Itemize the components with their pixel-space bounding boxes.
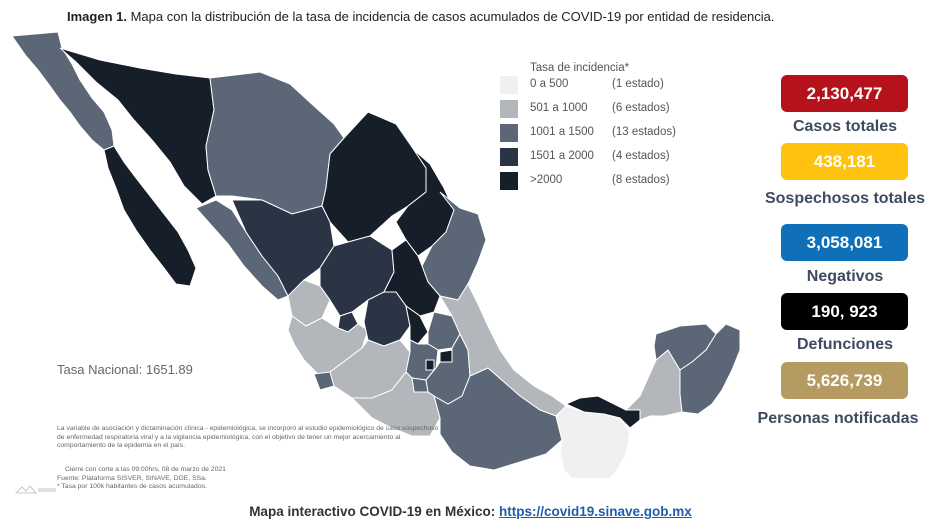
caption-prefix: Imagen 1.: [67, 9, 127, 24]
legend-item: >2000 (8 estados): [500, 172, 700, 190]
ssa-logo-icon: [14, 485, 56, 494]
state-guanajuato[interactable]: [363, 291, 411, 347]
state-quintana-roo[interactable]: [679, 323, 741, 415]
stat-personas-value: 5,626,739: [781, 362, 908, 399]
mexico-incidence-map: [11, 31, 741, 478]
state-coahuila[interactable]: [321, 111, 427, 243]
legend-swatch: [500, 124, 518, 142]
legend-item: 0 a 500 (1 estado): [500, 76, 700, 94]
legend-count: (6 estados): [612, 102, 670, 114]
legend-item: 501 a 1000 (6 estados): [500, 100, 700, 118]
legend-range: >2000: [530, 174, 563, 186]
legend-swatch: [500, 76, 518, 94]
source-block: Cierre con corte a las 09:00hrs, 08 de m…: [57, 466, 447, 492]
tasa-footnote: * Tasa por 100k habitantes de casos acum…: [57, 483, 207, 491]
legend-item: 1501 a 2000 (4 estados): [500, 148, 700, 166]
cierre-text: Cierre con corte a las 09:00hrs, 08 de m…: [65, 466, 226, 473]
legend-count: (13 estados): [612, 126, 676, 138]
figure-caption: Imagen 1. Mapa con la distribución de la…: [67, 9, 867, 24]
legend-count: (8 estados): [612, 174, 670, 186]
legend-swatch: [500, 172, 518, 190]
tasa-nacional: Tasa Nacional: 1651.89: [57, 362, 193, 377]
methodology-note: La variable de asociación y dictaminació…: [57, 425, 439, 450]
legend-range: 1001 a 1500: [530, 126, 594, 138]
stat-sospechosos-label: Sospechosos totales: [764, 190, 926, 207]
stat-sospechosos-value: 438,181: [781, 143, 908, 180]
legend-range: 0 a 500: [530, 78, 569, 90]
legend-item: 1001 a 1500 (13 estados): [500, 124, 700, 142]
legend-range: 501 a 1000: [530, 102, 588, 114]
legend-count: (4 estados): [612, 150, 670, 162]
state-campeche[interactable]: [624, 349, 683, 421]
legend-count: (1 estado): [612, 78, 664, 90]
state-tlaxcala[interactable]: [439, 349, 453, 363]
fuente-text: Fuente: Plataforma SISVER, SINAVE, DGE, …: [57, 474, 207, 482]
state-cdmx[interactable]: [425, 359, 435, 371]
stat-casos-totales-label: Casos totales: [792, 118, 898, 135]
legend-swatch: [500, 100, 518, 118]
stat-casos-totales-value: 2,130,477: [781, 75, 908, 112]
stat-defunciones-label: Defunciones: [796, 336, 893, 353]
footer: Mapa interactivo COVID-19 en México: htt…: [0, 504, 941, 519]
legend-range: 1501 a 2000: [530, 150, 594, 162]
caption-text: Mapa con la distribución de la tasa de i…: [126, 9, 775, 24]
state-baja-california-sur[interactable]: [103, 145, 197, 287]
state-chihuahua[interactable]: [205, 71, 345, 215]
stat-personas-label: Personas notificadas: [757, 410, 919, 427]
footer-text: Mapa interactivo COVID-19 en México:: [249, 504, 500, 519]
state-guerrero[interactable]: [350, 371, 441, 437]
stat-defunciones-value: 190, 923: [781, 293, 908, 330]
stat-negativos-value: 3,058,081: [781, 224, 908, 261]
legend-title: Tasa de incidencia*: [530, 62, 630, 74]
map-link[interactable]: https://covid19.sinave.gob.mx: [499, 504, 692, 519]
legend-swatch: [500, 148, 518, 166]
state-sonora[interactable]: [59, 47, 217, 205]
stat-negativos-label: Negativos: [806, 268, 884, 285]
